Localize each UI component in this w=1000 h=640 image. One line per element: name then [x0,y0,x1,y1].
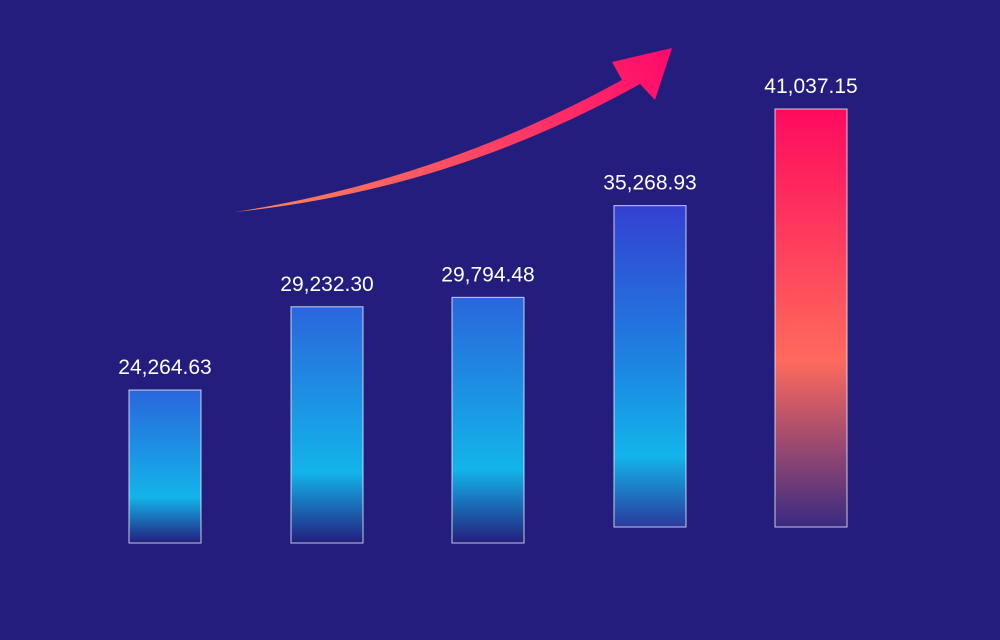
value-label: 29,794.48 [441,263,534,286]
bar [290,306,364,544]
bar [451,296,525,544]
bar [128,389,202,544]
bar [774,108,848,528]
value-label: 35,268.93 [603,172,696,195]
value-label: 29,232.30 [280,273,373,296]
trend-arrow [235,48,672,212]
value-label: 24,264.63 [118,356,211,379]
bar [613,205,687,528]
value-label: 41,037.15 [764,75,857,98]
